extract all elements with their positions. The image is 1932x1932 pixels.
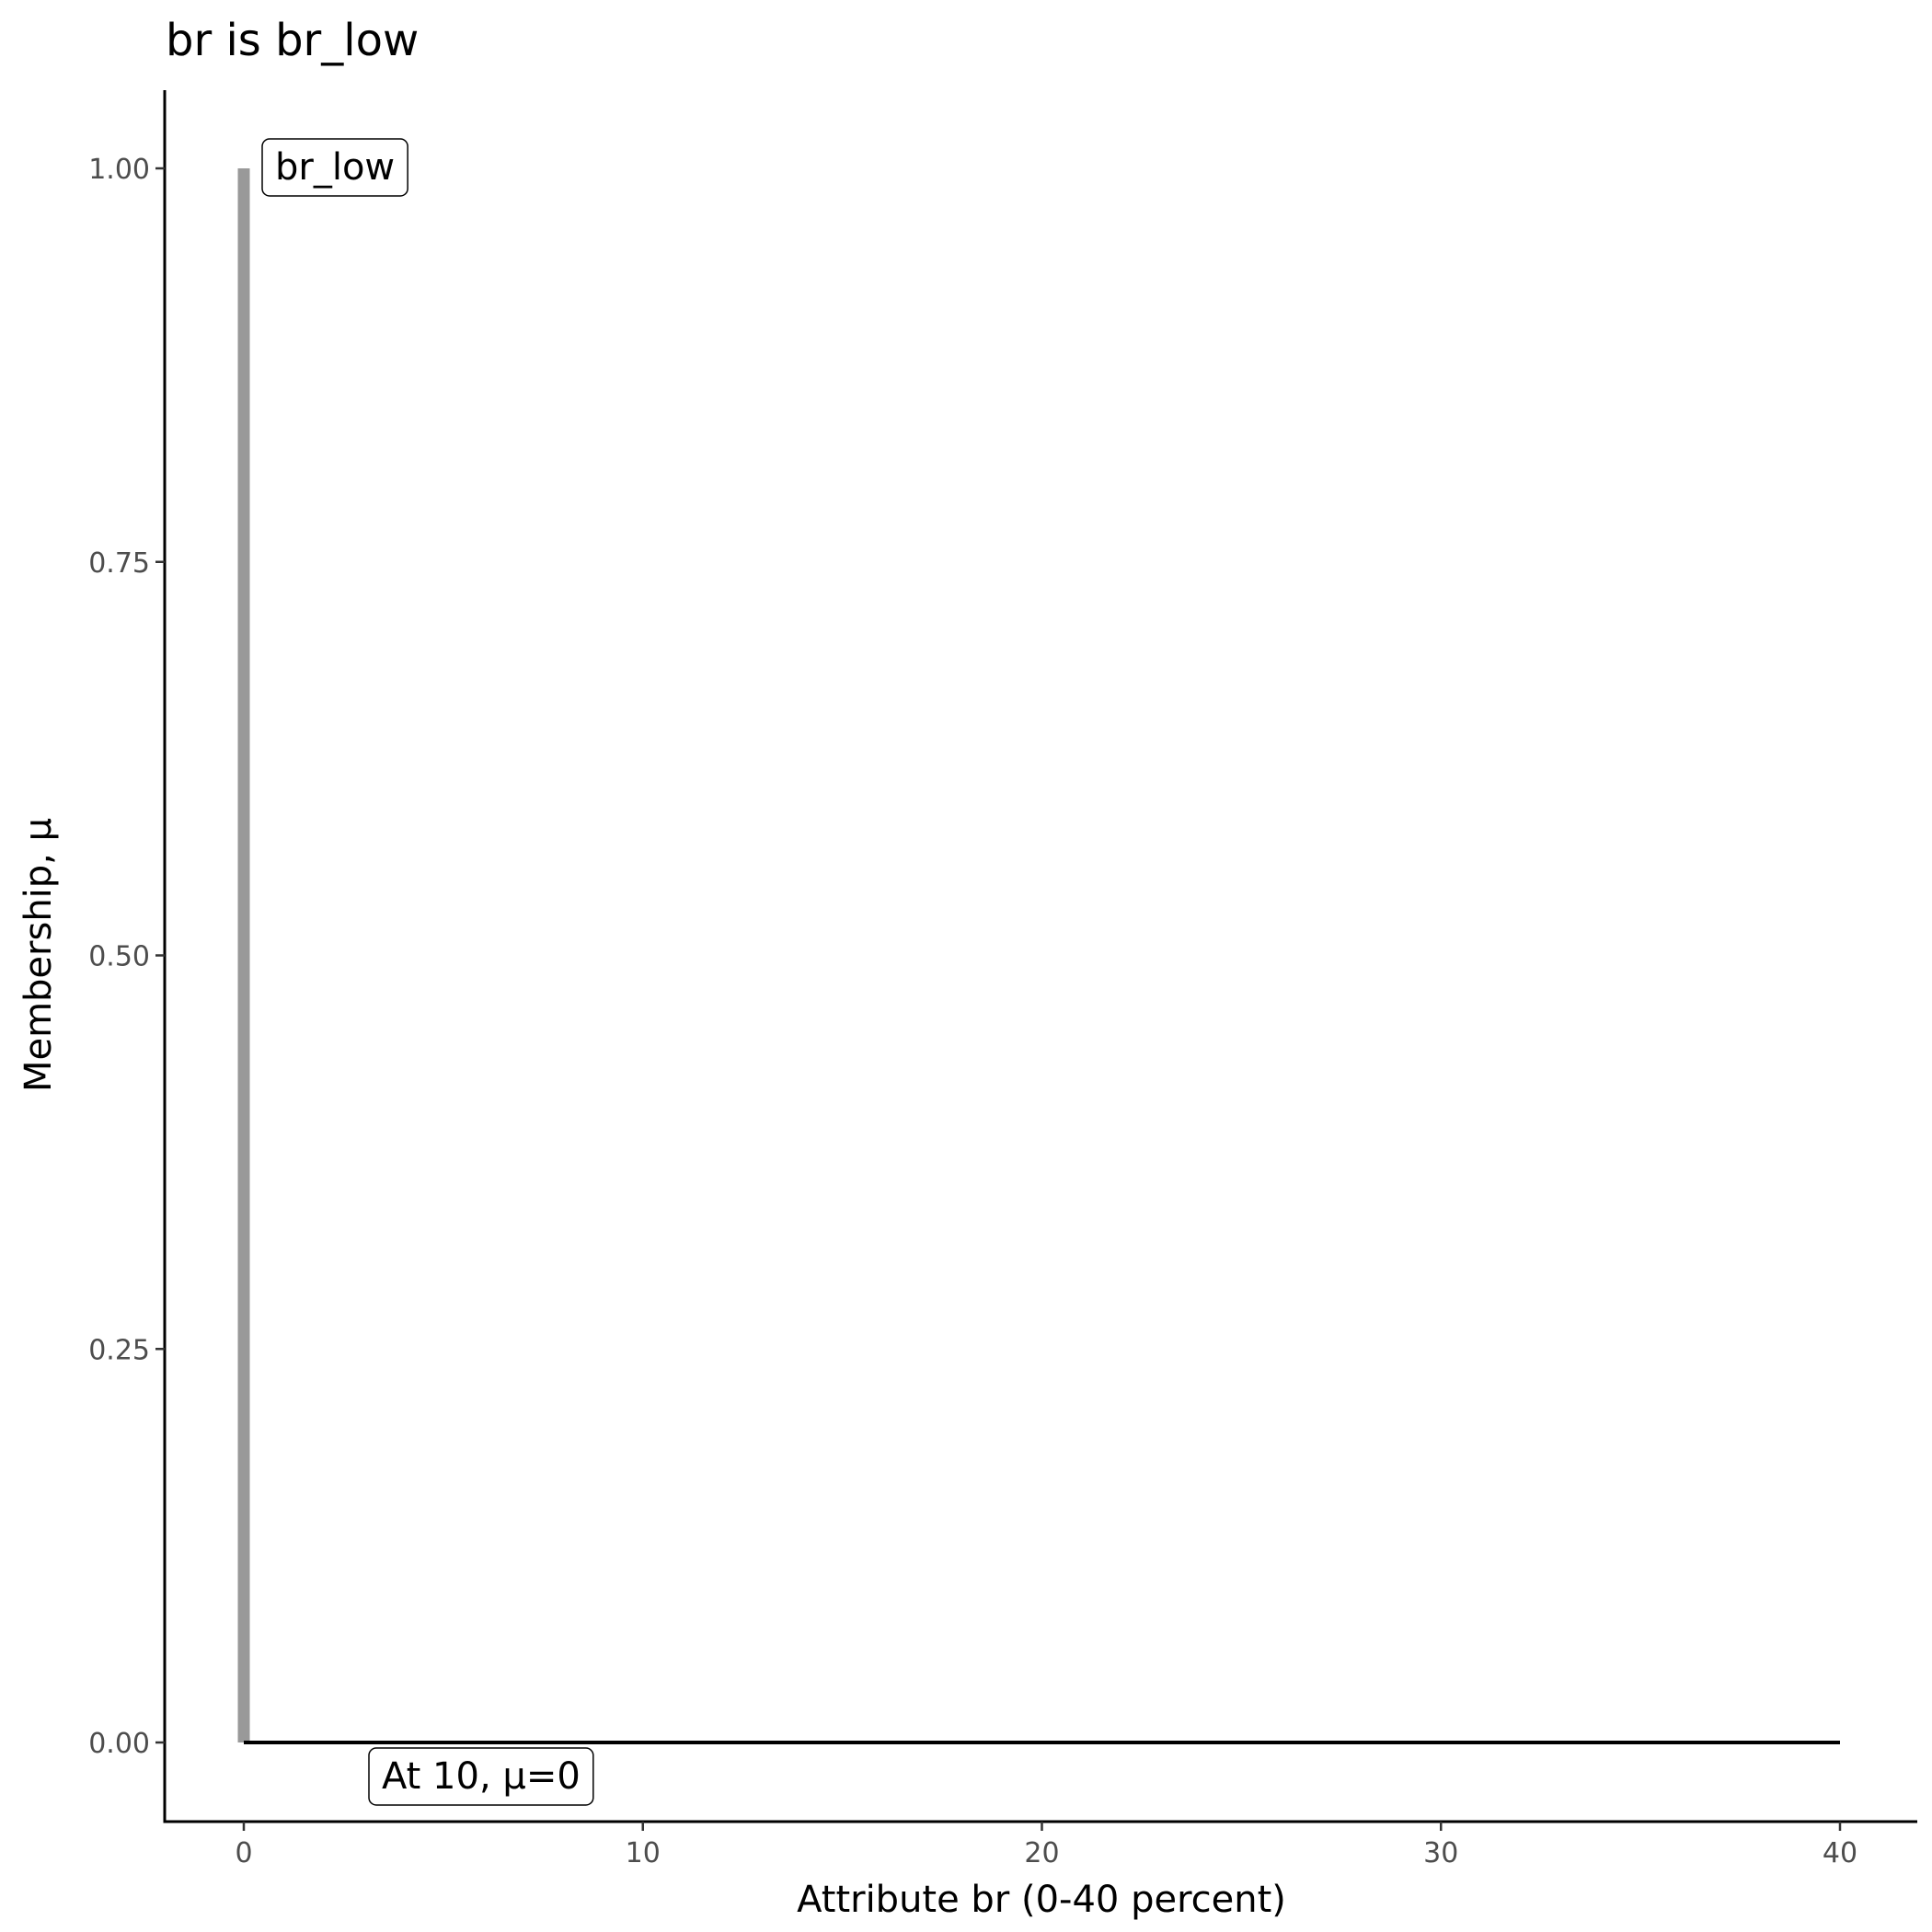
x-tick-label: 20 <box>1024 1837 1059 1869</box>
x-tick-label: 40 <box>1823 1837 1857 1869</box>
label-at-10-box <box>368 1747 594 1806</box>
y-tick-label: 0.00 <box>88 1728 150 1760</box>
label-br-low-text: br_low <box>275 146 395 189</box>
x-axis-title: Attribute br (0-40 percent) <box>797 1879 1286 1921</box>
x-tick-label: 30 <box>1423 1837 1458 1869</box>
y-tick-label: 0.50 <box>88 941 150 973</box>
label-br-low-box <box>261 138 408 197</box>
y-tick-label: 1.00 <box>88 154 150 186</box>
x-tick-label: 0 <box>235 1837 252 1869</box>
y-tick-label: 0.75 <box>88 547 150 580</box>
y-tick-label: 0.25 <box>88 1334 150 1366</box>
y-axis-title: Membership, μ <box>17 818 60 1092</box>
label-at-10-text: At 10, μ=0 <box>382 1755 581 1798</box>
chart-title: br is br_low <box>166 15 419 66</box>
x-tick-label: 10 <box>626 1837 661 1869</box>
